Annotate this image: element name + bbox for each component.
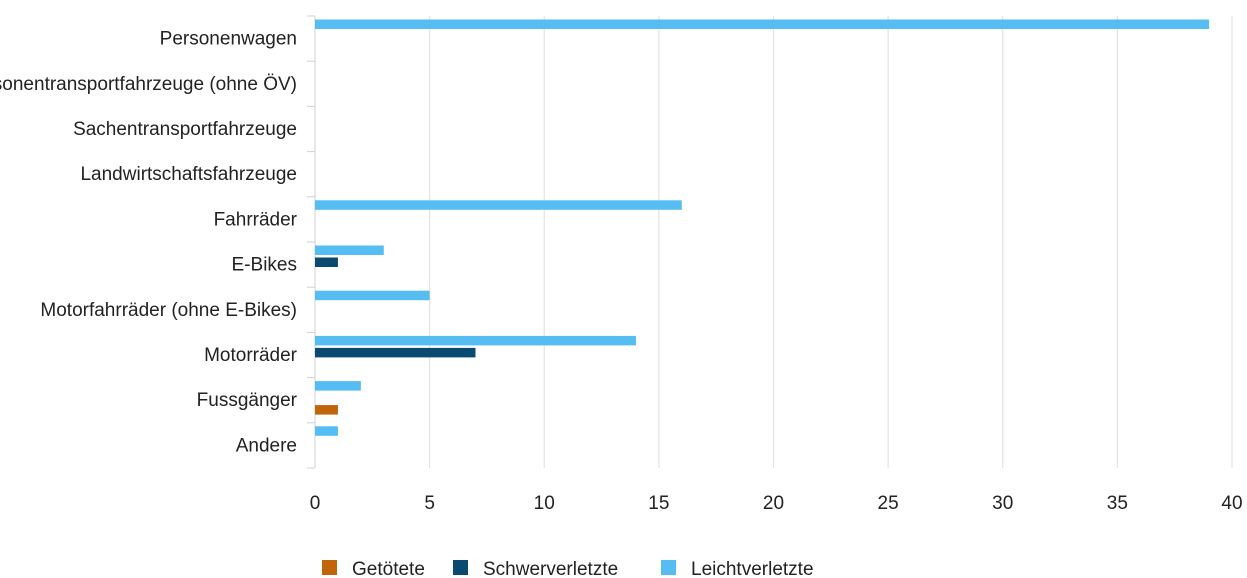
bar-leichtverletzte <box>315 290 430 301</box>
legend-label: Schwerverletzte <box>483 559 618 578</box>
category-label: Motorfahrräder (ohne E-Bikes) <box>40 300 297 321</box>
bar-getötete <box>315 405 338 415</box>
x-tick-label: 5 <box>424 493 435 514</box>
legend-swatch <box>453 560 468 575</box>
legend-label: Leichtverletzte <box>691 559 814 578</box>
category-label: Andere <box>236 435 297 456</box>
category-label: Landwirtschaftsfahrzeuge <box>80 164 297 185</box>
x-tick-label: 25 <box>878 493 899 514</box>
legend: Getötete Schwerverletzte Leichtverletzte <box>322 559 814 578</box>
bar-leichtverletzte <box>315 335 636 346</box>
bar-leichtverletzte <box>315 245 384 255</box>
x-tick-label: 10 <box>534 493 555 514</box>
category-label: Motorräder <box>204 345 298 366</box>
category-label: Fussgänger <box>197 390 298 411</box>
x-tick-label: 30 <box>992 493 1013 514</box>
x-tick-label: 40 <box>1221 493 1242 514</box>
bar-schwerverletzte <box>315 257 338 267</box>
x-tick-label: 0 <box>310 493 321 514</box>
legend-swatch <box>322 560 337 575</box>
x-tick-label: 15 <box>648 493 669 514</box>
category-label: Personentransportfahrzeuge (ohne ÖV) <box>0 74 297 95</box>
bar-leichtverletzte <box>315 19 1210 29</box>
value-axis: 0 5 10 15 20 25 30 35 40 <box>310 493 1243 514</box>
legend-swatch <box>661 560 676 575</box>
category-label: Fahrräder <box>214 209 298 230</box>
x-tick-label: 35 <box>1107 493 1128 514</box>
grid-lines <box>429 16 1233 468</box>
bar-leichtverletzte <box>315 381 361 391</box>
category-label: Sachentransportfahrzeuge <box>73 119 297 140</box>
x-tick-label: 20 <box>763 493 784 514</box>
bar-leichtverletzte <box>315 426 338 436</box>
category-axis: Personenwagen Personentransportfahrzeuge … <box>0 15 316 469</box>
bar-leichtverletzte <box>315 200 682 210</box>
bar-schwerverletzte <box>315 347 476 358</box>
category-label: Personenwagen <box>160 29 297 50</box>
bars <box>315 19 1210 436</box>
legend-label: Getötete <box>352 559 425 578</box>
category-label: E-Bikes <box>232 255 297 276</box>
